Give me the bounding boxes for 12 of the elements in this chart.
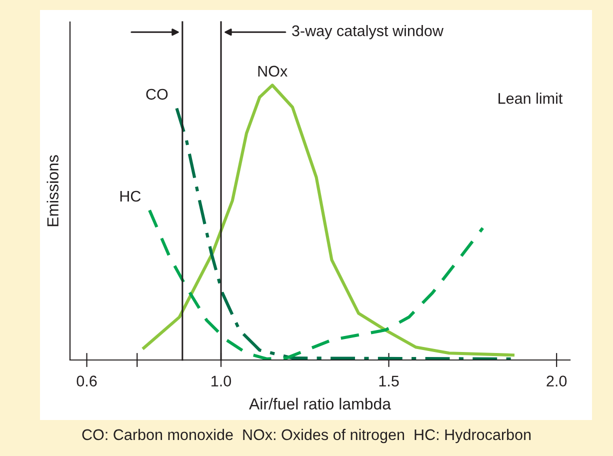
- x-tick-label: 2.0: [546, 376, 567, 386]
- series-label: HC: [120, 190, 141, 202]
- annotation: Lean limit: [498, 92, 563, 104]
- series-label: CO: [146, 88, 168, 100]
- series-label: NOx: [258, 66, 288, 77]
- ref-line-label: 3-way catalyst window: [292, 25, 444, 40]
- text: CO: Carbon monoxide NOx: Oxides of nitrogen HC: Hydrocarbon: [82, 428, 531, 444]
- y-axis-title: Emissions: [46, 155, 59, 226]
- x-tick-label: 1.5: [379, 376, 399, 386]
- x-tick-label: 0.6: [76, 376, 97, 386]
- x-axis-title: Air/fuel ratio lambda: [249, 398, 392, 410]
- x-tick-label: 1.0: [212, 376, 232, 386]
